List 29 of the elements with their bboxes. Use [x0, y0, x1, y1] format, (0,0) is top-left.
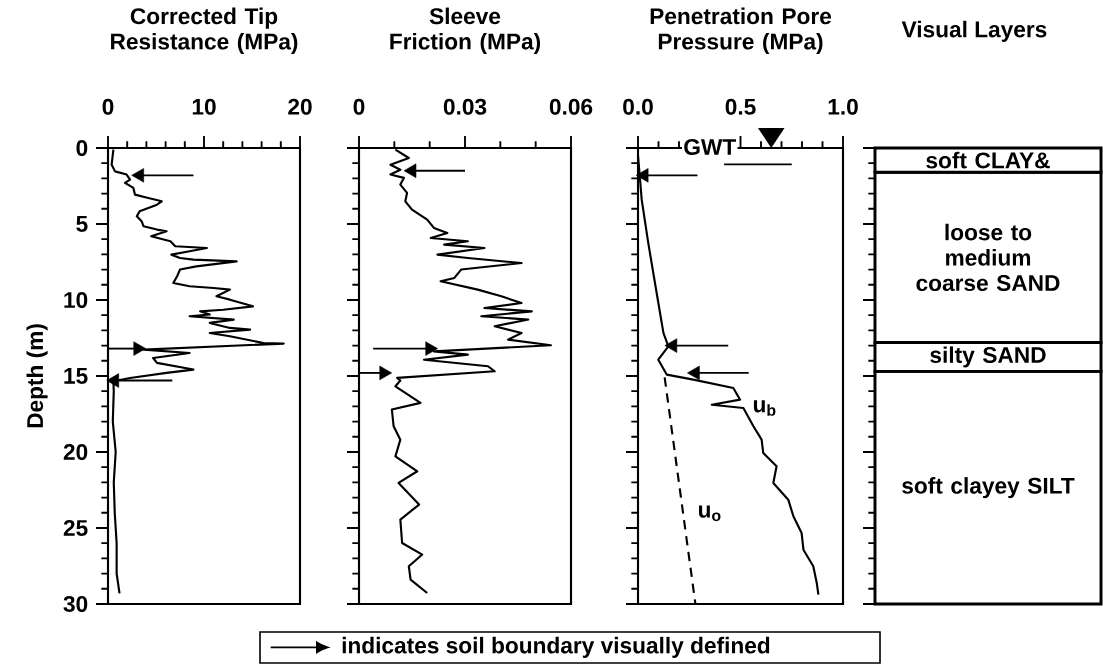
x-tick-label: 20: [288, 98, 312, 115]
x-tick-label: 0.5: [725, 98, 756, 115]
series-label: u$_{o}$: [698, 505, 721, 522]
y-tick-label: 5: [76, 216, 88, 232]
y-tick-label: 20: [63, 443, 88, 461]
x-tick-label: 0: [102, 98, 114, 115]
x-tick-label: 0.03: [443, 98, 487, 115]
series-label: soft clayey SILT: [902, 477, 1075, 499]
y-tick-label: 30: [63, 595, 88, 613]
series-label: soft CLAY&: [926, 151, 1050, 169]
y-tick-label: 25: [63, 519, 88, 537]
y-tick-label: 10: [64, 291, 88, 309]
x-tick-label: 10: [192, 98, 216, 115]
x-axis-title: Corrected Tip Resistance (MPa): [111, 7, 298, 55]
x-axis-title: Penetration Pore Pressure (MPa): [650, 7, 832, 55]
x-tick-label: 1.0: [828, 98, 858, 115]
annotation: GWT: [684, 138, 736, 156]
y-tick-label: 0: [76, 139, 88, 157]
x-tick-label: 0: [353, 98, 365, 115]
series-label: loose to medium coarse SAND: [916, 223, 1060, 292]
x-axis-title: Sleeve Friction (MPa): [390, 7, 541, 55]
y-axis-title: Depth (m): [26, 324, 48, 428]
x-tick-label: 0.0: [623, 98, 653, 115]
series-label: silty SAND: [930, 346, 1046, 368]
y-tick-label: 15: [64, 368, 88, 384]
x-tick-label: 0.06: [549, 98, 593, 115]
legend-label: indicates soil boundary visually defined: [342, 636, 770, 658]
series-label: u$_{b}$: [753, 400, 776, 416]
chart-title: Visual Layers: [901, 20, 1047, 42]
